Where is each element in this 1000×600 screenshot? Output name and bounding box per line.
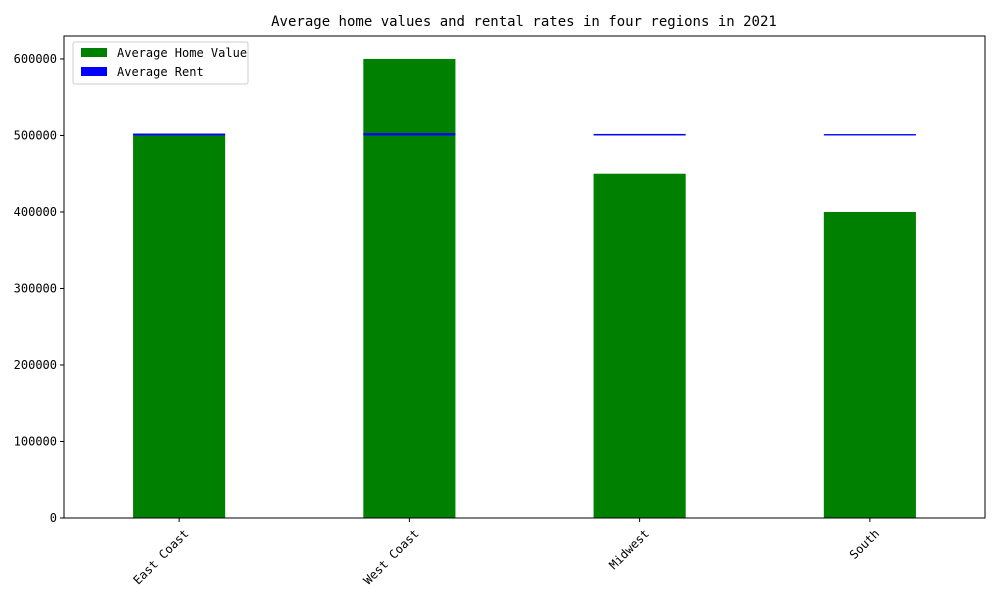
legend: Average Home Value Average Rent (72, 41, 249, 85)
y-tick-label: 300000 (14, 281, 57, 295)
bar-average-rent (823, 134, 916, 136)
bar-average-rent (363, 133, 456, 136)
y-tick-label: 600000 (14, 52, 57, 66)
legend-box (72, 41, 249, 85)
y-tick-label: 500000 (14, 128, 57, 142)
bar-average-rent (133, 133, 226, 136)
bar-home-value (593, 173, 686, 518)
plot-frame (63, 35, 986, 519)
chart-title: Average home values and rental rates in … (271, 14, 777, 30)
legend-swatch (81, 67, 107, 76)
x-tick-label: Midwest (606, 526, 652, 572)
bar-home-value (363, 58, 456, 518)
bar-home-value (133, 135, 226, 518)
legend-label: Average Rent (117, 65, 204, 79)
bar-average-rent (593, 133, 686, 136)
bar-home-value (823, 211, 916, 518)
legend-swatch (81, 48, 107, 57)
x-tick-label: West Coast (361, 526, 422, 587)
y-tick-label: 400000 (14, 205, 57, 219)
y-tick-label: 200000 (14, 358, 57, 372)
legend-label: Average Home Value (117, 46, 247, 60)
x-tick-label: South (847, 526, 882, 561)
y-tick-label: 0 (50, 511, 57, 525)
x-tick-label: East Coast (130, 526, 191, 587)
bars-layer (133, 58, 916, 518)
y-tick-label: 100000 (14, 434, 57, 448)
